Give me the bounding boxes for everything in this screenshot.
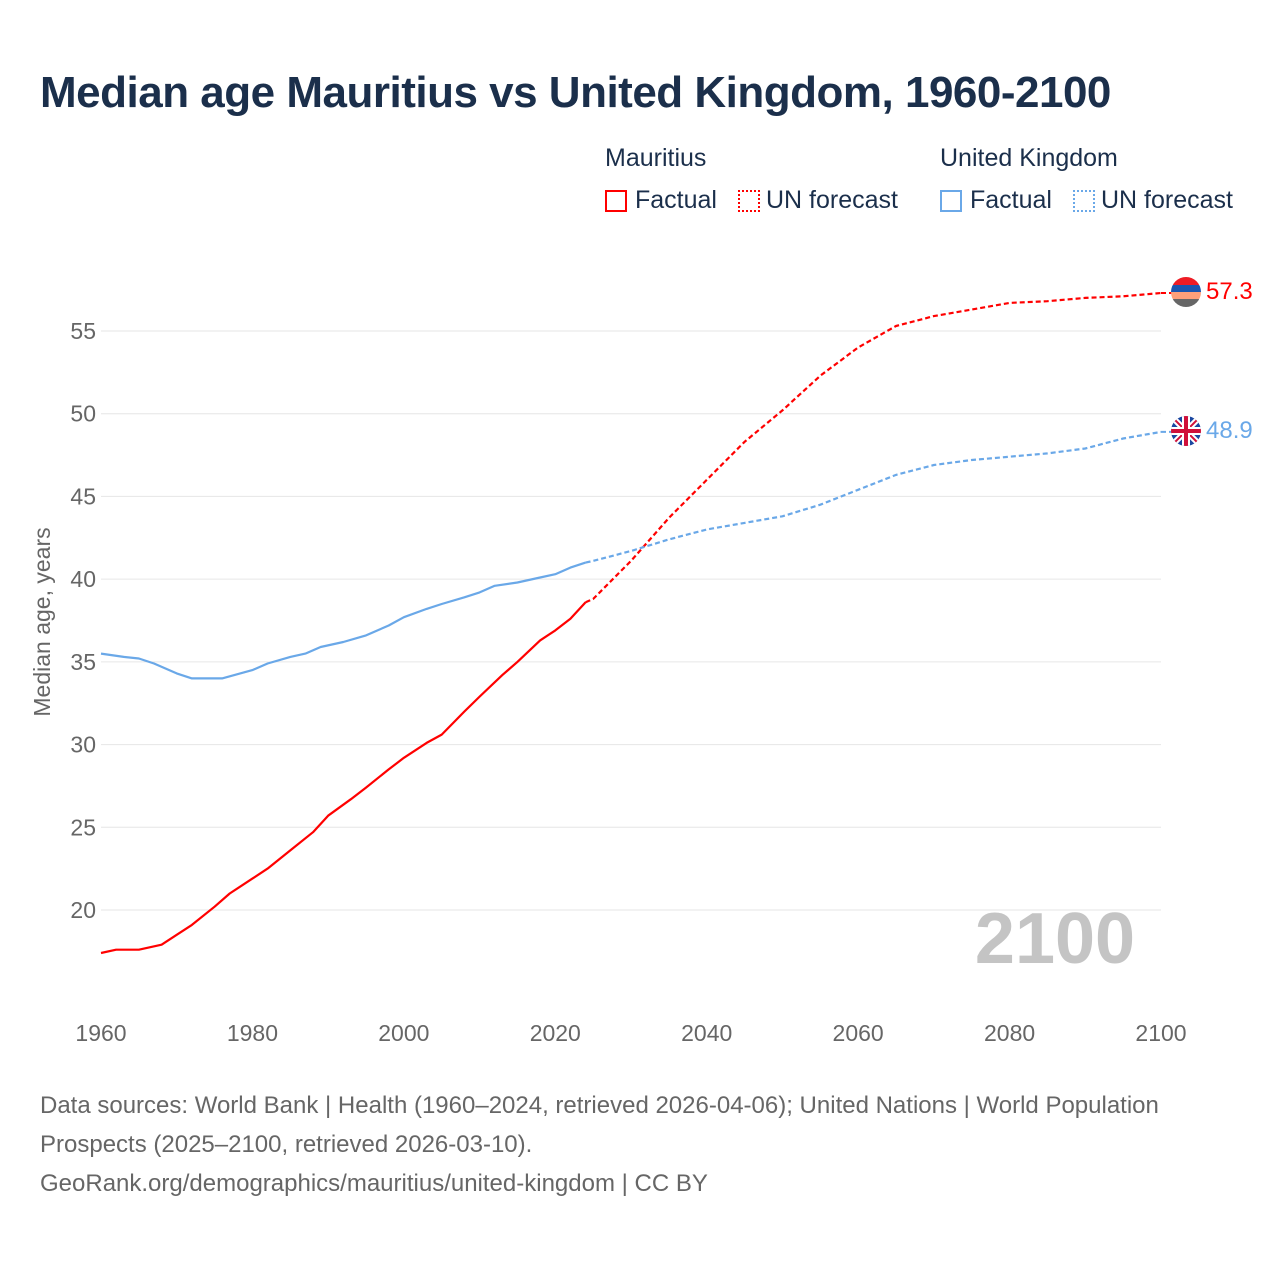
- x-tick-label: 2000: [378, 1020, 429, 1046]
- footer: Data sources: World Bank | Health (1960–…: [40, 1086, 1200, 1203]
- y-tick-label: 25: [70, 814, 96, 840]
- x-tick-label: 2080: [984, 1020, 1035, 1046]
- x-tick-label: 1960: [75, 1020, 126, 1046]
- legend-item-uk-factual[interactable]: Factual: [940, 186, 1052, 215]
- x-tick-label: 2060: [833, 1020, 884, 1046]
- legend-group-mauritius: Mauritius: [605, 144, 707, 172]
- end-label-mauritius: 57.3: [1206, 278, 1253, 305]
- legend-label: UN forecast: [1101, 186, 1233, 214]
- united-kingdom-flag: [1171, 416, 1201, 446]
- y-tick-label: 40: [70, 566, 96, 592]
- legend-item-mauritius-forecast[interactable]: UN forecast: [738, 186, 898, 215]
- legend-label: Factual: [635, 186, 717, 214]
- legend-swatch-dotted: [738, 189, 760, 212]
- credit-link[interactable]: GeoRank.org/demographics/mauritius/unite…: [40, 1170, 708, 1197]
- legend-item-mauritius-factual[interactable]: Factual: [605, 186, 717, 215]
- legend-label: Factual: [970, 186, 1052, 214]
- y-tick-label: 30: [70, 732, 96, 758]
- mauritius-factual-line: [100, 601, 587, 955]
- gridlines: 20 25 30 35 40 45 50 55 1960 1980 2000 2020 2040 2060…: [70, 318, 1186, 1046]
- legend-group-united-kingdom: United Kingdom: [940, 144, 1118, 172]
- legend-label: UN forecast: [766, 186, 898, 214]
- mauritius-flag: [1171, 277, 1201, 307]
- y-tick-label: 20: [70, 897, 96, 923]
- mauritius-forecast-line: [585, 291, 1162, 604]
- y-tick-label: 45: [70, 483, 96, 509]
- y-tick-label: 55: [70, 318, 96, 344]
- legend-swatch-solid: [940, 189, 962, 212]
- y-axis-label: Median age, years: [29, 527, 55, 716]
- united-kingdom-factual-line: [100, 561, 586, 680]
- legend-swatch-solid: [605, 189, 627, 212]
- legend-swatch-dotted: [1073, 189, 1095, 212]
- x-tick-label: 2040: [681, 1020, 732, 1046]
- year-watermark: 2100: [975, 899, 1135, 979]
- y-tick-label: 50: [70, 401, 96, 427]
- y-tick-label: 35: [70, 649, 96, 675]
- legend-item-uk-forecast[interactable]: UN forecast: [1073, 186, 1233, 215]
- united-kingdom-forecast-line: [585, 430, 1162, 564]
- chart-title: Median age Mauritius vs United Kingdom, …: [40, 68, 1111, 117]
- data-sources: Data sources: World Bank | Health (1960–…: [40, 1092, 1159, 1158]
- x-tick-label: 1980: [227, 1020, 278, 1046]
- end-label-united-kingdom: 48.9: [1206, 417, 1253, 444]
- x-tick-label: 2100: [1135, 1020, 1186, 1046]
- x-tick-label: 2020: [530, 1020, 581, 1046]
